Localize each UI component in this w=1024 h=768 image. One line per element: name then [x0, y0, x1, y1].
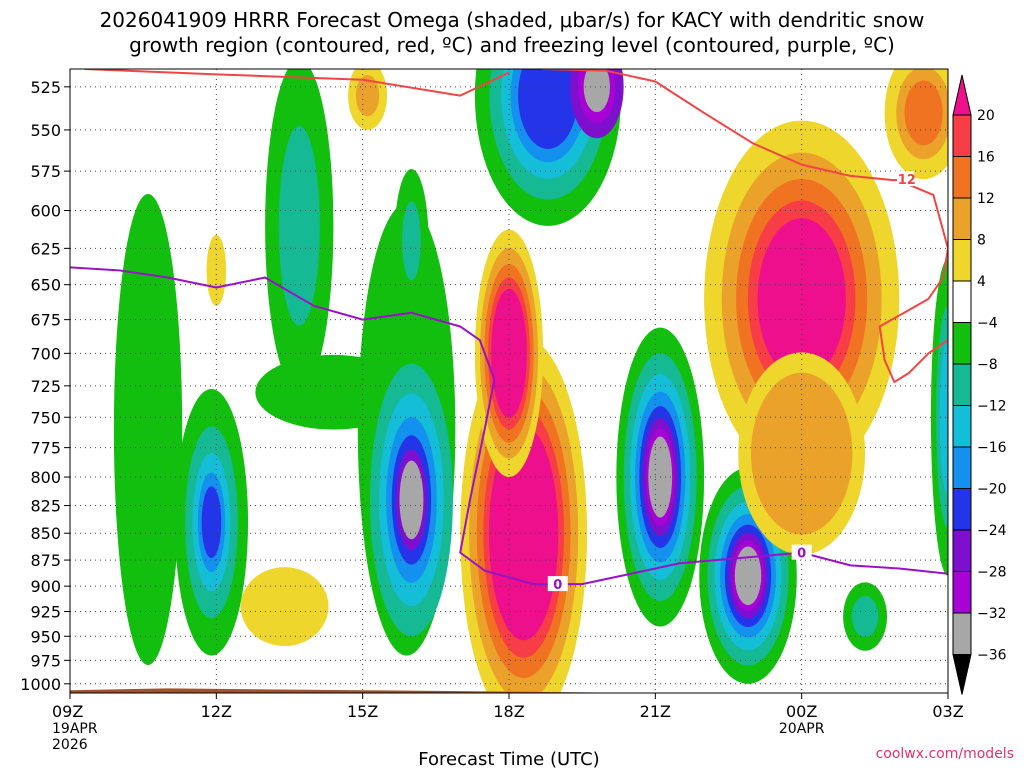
colorbar-label-0: 20	[977, 108, 995, 124]
y-tick-label-550: 550	[30, 121, 61, 140]
ascent-right-edge-level-2	[939, 339, 948, 495]
descent-18z-upper-level-4	[491, 288, 527, 418]
colorbar-swatch-7	[952, 363, 972, 406]
contour-lines: 0 0 -12	[70, 69, 948, 593]
ascent-upper-narrow-level-1	[402, 201, 421, 281]
colorbar-swatch-2	[952, 156, 972, 199]
y-tick-label-925: 925	[30, 603, 61, 622]
ascent-west-core-level-4	[201, 486, 222, 559]
x-tick-label-09Z: 09Z	[52, 702, 83, 721]
colorbar-label-8: −16	[977, 440, 1007, 456]
descent-15z-top-level-1	[355, 75, 380, 117]
y-tick-label-775: 775	[30, 439, 61, 458]
x-axis-title: Forecast Time (UTC)	[418, 749, 599, 768]
colorbar-swatch-1	[952, 114, 972, 157]
y-tick-label-625: 625	[30, 239, 61, 258]
ascent-upper-a-level-1	[278, 126, 320, 326]
y-tick-label-750: 750	[30, 408, 61, 427]
colorbar-label-5: −4	[977, 316, 998, 332]
ascent-top-core-level-2	[583, 69, 610, 113]
credit-text: coolwx.com/models	[876, 746, 1014, 762]
freezing-level-label-1: 0	[553, 578, 562, 593]
terrain-fill	[70, 688, 948, 693]
freezing-level-label-2: 0	[797, 547, 806, 562]
ascent-16z-level-5	[399, 460, 424, 540]
x-tick-label-18Z: 18Z	[493, 702, 524, 721]
x-tick-label-12Z: 12Z	[201, 702, 232, 721]
colorbar-swatch-8	[952, 405, 972, 448]
chart-title-line1: 2026041909 HRRR Forecast Omega (shaded, …	[100, 8, 925, 32]
pressure-axis: 525 550 575 600 625 650 675 700 725 750 775 800 825 8…	[20, 78, 70, 694]
descent-12z-streak-level-0	[206, 234, 227, 306]
colorbar-label-3: 8	[977, 233, 986, 249]
ascent-01z-small-level-1	[851, 596, 879, 638]
y-tick-label-650: 650	[30, 276, 61, 295]
ascent-23z-level-7	[734, 546, 762, 606]
colorbar-bottom-arrow	[952, 654, 972, 695]
colorbar-label-2: 12	[977, 191, 995, 207]
colorbar-swatch-4	[952, 239, 972, 282]
descent-18z-level-4	[488, 426, 559, 641]
colorbar-label-7: −12	[977, 399, 1007, 415]
y-tick-label-875: 875	[30, 551, 61, 570]
y-tick-label-600: 600	[30, 202, 61, 221]
x-date-label-00Z: 20APR	[779, 721, 825, 737]
y-tick-label-900: 900	[30, 577, 61, 596]
freezing-level-label-1-bg	[547, 576, 568, 592]
colorbar-label-11: −28	[977, 565, 1007, 581]
colorbar-label-12: −32	[977, 606, 1007, 622]
descent-00z-level-4	[757, 218, 846, 380]
colorbar-label-4: 4	[977, 274, 986, 290]
descent-00z-low-level-1	[750, 372, 853, 535]
x-tick-label-15Z: 15Z	[347, 702, 378, 721]
colorbar-label-1: 16	[977, 150, 995, 166]
dgz-minus12-line-1	[543, 69, 948, 384]
colorbar-swatch-5	[952, 280, 972, 323]
colorbar-swatch-3	[952, 197, 972, 240]
y-tick-label-975: 975	[30, 651, 61, 670]
y-tick-label-800: 800	[30, 468, 61, 487]
ascent-west-level-0	[113, 193, 183, 666]
y-tick-label-950: 950	[30, 627, 61, 646]
y-tick-label-525: 525	[30, 78, 61, 97]
colorbar-label-10: −24	[977, 523, 1007, 539]
y-tick-label-675: 675	[30, 311, 61, 330]
chart-title-line2: growth region (contoured, red, ºC) and f…	[129, 33, 895, 57]
dgz-minus12-label: -12	[892, 173, 916, 188]
freezing-level-line	[70, 266, 948, 586]
colorbar-top-arrow	[952, 74, 972, 116]
omega-shading	[70, 69, 948, 693]
colorbar-swatch-9	[952, 446, 972, 489]
colorbar-swatch-6	[952, 322, 972, 365]
colorbar-label-6: −8	[977, 357, 998, 373]
y-tick-label-825: 825	[30, 497, 61, 516]
y-tick-label-575: 575	[30, 162, 61, 181]
dgz-minus12-line-0	[84, 69, 510, 97]
y-tick-label-850: 850	[30, 524, 61, 543]
y-tick-label-1000: 1000	[20, 675, 61, 694]
x-tick-label-03Z: 03Z	[932, 702, 963, 721]
dgz-minus12-label-bg	[894, 171, 915, 187]
ascent-top-level-4	[518, 69, 578, 149]
descent-top-right-level-2	[904, 80, 943, 146]
y-tick-label-725: 725	[30, 377, 61, 396]
freezing-level-label-2-bg	[791, 544, 812, 560]
x-date-label-09Z: 19APR	[52, 721, 98, 737]
descent-13z-low-level-0	[240, 567, 329, 646]
x-tick-label-21Z: 21Z	[640, 702, 671, 721]
colorbar: 20 16 12 8 4 −4 −8 −12 −16 −20 −24 −28 −32 −36	[952, 74, 1007, 695]
colorbar-swatch-10	[952, 488, 972, 531]
dotted-grid	[70, 69, 948, 693]
colorbar-swatch-12	[952, 571, 972, 614]
colorbar-label-9: −20	[977, 482, 1007, 498]
y-tick-label-700: 700	[30, 344, 61, 363]
x-year-label-09Z: 2026	[52, 737, 88, 753]
colorbar-label-13: −36	[977, 648, 1007, 664]
x-tick-label-00Z: 00Z	[786, 702, 817, 721]
colorbar-swatch-11	[952, 529, 972, 572]
colorbar-swatch-13	[952, 612, 972, 655]
